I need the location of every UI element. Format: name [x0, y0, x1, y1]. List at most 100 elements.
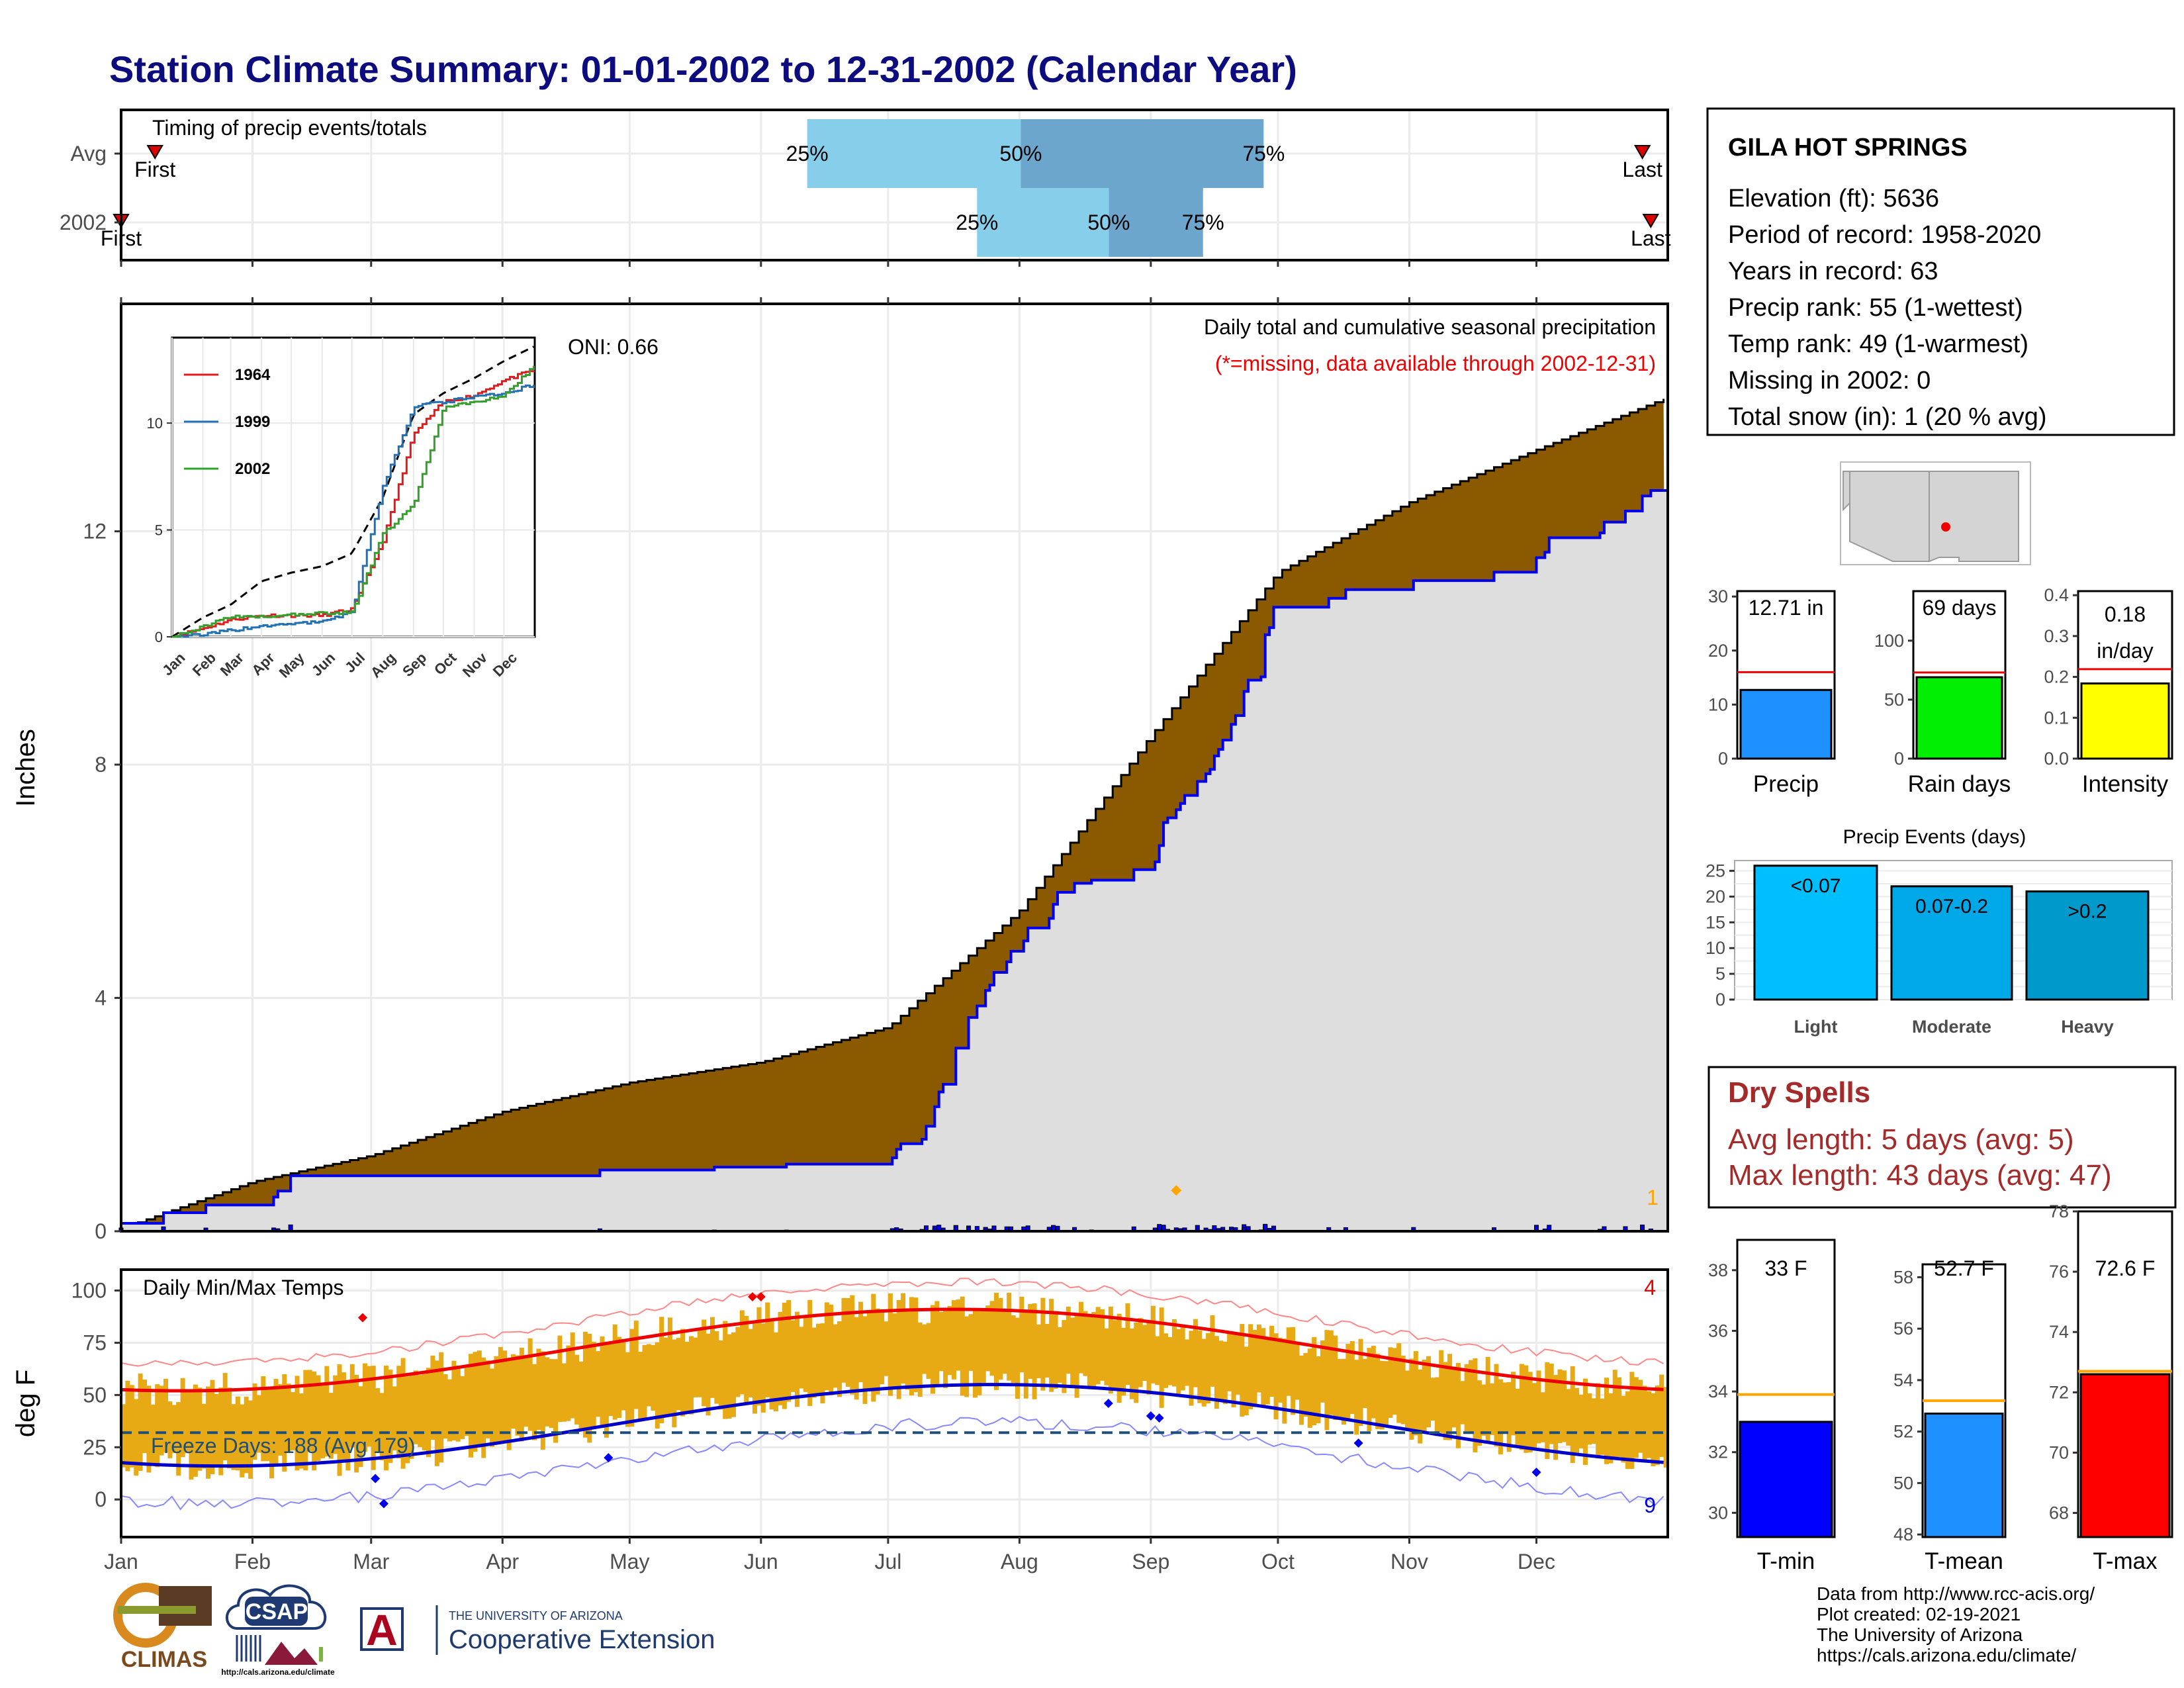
daily-temp-bar — [1231, 1332, 1236, 1408]
daily-temp-bar — [625, 1352, 630, 1427]
temp-summary-y-tick: 68 — [2049, 1503, 2069, 1523]
daily-temp-bar — [240, 1404, 245, 1477]
avg-max-temp-line — [120, 1307, 1664, 1393]
footer-line: Data from http://www.rcc-acis.org/ — [1817, 1583, 2095, 1604]
record-high-marker — [748, 1292, 758, 1302]
daily-temp-bar — [956, 1299, 961, 1371]
summary-bar-rain-days: 0 50 100 69 days Rain days — [1874, 590, 2011, 797]
timing-row-label: 2002 — [60, 211, 107, 234]
timing-row-label: Avg — [70, 142, 107, 165]
oni-label: ONI: 0.66 — [568, 335, 659, 359]
daily-temp-bar — [282, 1374, 287, 1472]
daily-temp-bar — [646, 1344, 651, 1407]
daily-temp-bar — [324, 1366, 330, 1457]
inset-y-tick: 10 — [147, 415, 163, 432]
precip-events-y-tick: 25 — [1706, 861, 1725, 881]
observed-cumulative-area — [121, 490, 1668, 1231]
daily-temp-bar — [298, 1393, 304, 1469]
daily-temp-bar — [1659, 1374, 1664, 1458]
inset-y-tick: 5 — [155, 522, 163, 539]
daily-temp-bar — [833, 1324, 838, 1388]
daily-temp-bar — [1189, 1331, 1194, 1406]
daily-temp-bar — [1023, 1311, 1028, 1399]
daily-temp-bar — [523, 1356, 529, 1427]
summary-bar-value-label: 0.18 — [2105, 602, 2146, 626]
daily-temp-bar — [705, 1333, 711, 1416]
precip-event-bar-label: 0.07-0.2 — [1915, 896, 1988, 917]
daily-temp-bar — [1138, 1317, 1143, 1387]
daily-temp-bar — [341, 1372, 346, 1463]
daily-temp-bar — [1430, 1378, 1435, 1421]
daily-temp-bar — [1222, 1341, 1228, 1405]
inset-legend-label: 1999 — [235, 413, 270, 431]
temp-summary-y-tick: 36 — [1708, 1321, 1728, 1340]
daily-temp-bar — [578, 1361, 584, 1431]
daily-temp-bar — [404, 1376, 410, 1464]
daily-temp-bar — [388, 1370, 393, 1463]
temp-summary-y-tick: 34 — [1708, 1382, 1728, 1401]
daily-temp-bar — [1392, 1348, 1397, 1415]
daily-temp-bar — [1210, 1315, 1215, 1387]
record-low-marker — [1154, 1413, 1164, 1423]
page-title: Station Climate Summary: 01-01-2002 to 1… — [109, 48, 1297, 90]
daily-temp-bar — [150, 1404, 156, 1466]
daily-temp-bar — [1028, 1303, 1033, 1379]
daily-temp-bar — [277, 1383, 283, 1456]
temp-summary-label: T-mean — [1925, 1548, 2003, 1574]
daily-temp-bar — [286, 1383, 291, 1452]
daily-temp-bar — [642, 1344, 647, 1419]
daily-temp-bar — [185, 1390, 190, 1454]
daily-temp-bar — [1490, 1383, 1495, 1435]
daily-temp-bar — [460, 1376, 465, 1440]
daily-temp-bar — [1197, 1330, 1203, 1403]
daily-temp-bar — [1201, 1338, 1206, 1407]
daily-temp-bar — [1058, 1327, 1063, 1383]
daily-temp-bar — [1265, 1338, 1270, 1405]
station-info-line: Precip rank: 55 (1-wettest) — [1728, 294, 2023, 322]
daily-temp-bar — [214, 1393, 219, 1466]
daily-temp-bar — [884, 1321, 889, 1376]
daily-temp-bar — [1388, 1347, 1393, 1418]
daily-temp-bar — [1477, 1380, 1482, 1446]
daily-temp-bar — [1655, 1385, 1660, 1466]
daily-temp-bar — [714, 1331, 719, 1404]
daily-temp-bar — [549, 1359, 554, 1429]
daily-temp-bar — [1413, 1351, 1418, 1436]
station-info-line: Period of record: 1958-2020 — [1728, 221, 2041, 249]
daily-temp-bar — [506, 1358, 512, 1450]
daily-temp-bar — [557, 1335, 563, 1423]
daily-temp-bar — [1621, 1395, 1626, 1463]
daily-temp-bar — [392, 1386, 397, 1451]
daily-temp-bar — [1104, 1328, 1109, 1385]
daily-temp-bar — [1235, 1334, 1240, 1395]
daily-temp-bar — [469, 1354, 474, 1458]
daily-temp-bar — [1167, 1337, 1173, 1385]
daily-temp-bar — [1036, 1324, 1041, 1378]
daily-temp-bar — [502, 1350, 508, 1442]
daily-temp-bar — [1053, 1311, 1058, 1389]
daily-temp-bar — [621, 1339, 626, 1411]
daily-temp-bar — [1333, 1335, 1338, 1421]
daily-temp-bar — [265, 1389, 270, 1462]
temp-y-tick: 0 — [95, 1487, 107, 1511]
precip-panel: Daily total and cumulative seasonal prec… — [118, 304, 1668, 1233]
avg-min-temp-line — [120, 1383, 1664, 1468]
ua-logo-block — [360, 1607, 404, 1651]
station-info-box: GILA HOT SPRINGS Elevation (ft): 5636 Peri… — [1706, 107, 2175, 436]
station-info-frame — [1706, 107, 2175, 436]
temp-summary-y-tick: 74 — [2049, 1322, 2069, 1342]
temp-summary-y-tick: 32 — [1708, 1442, 1728, 1462]
daily-temp-bar — [604, 1342, 609, 1438]
daily-temp-bar — [676, 1338, 681, 1411]
csap-cactus — [319, 1647, 323, 1662]
temp-summary-bar — [1739, 1421, 1833, 1538]
daily-temp-bar — [938, 1311, 944, 1372]
daily-temp-bar — [434, 1360, 439, 1466]
daily-temp-bar — [197, 1387, 203, 1471]
month-tick-label: Feb — [234, 1550, 271, 1573]
temp-summary-y-tick: 76 — [2049, 1262, 2069, 1282]
daily-temp-bar — [774, 1332, 779, 1412]
temp-y-tick: 100 — [71, 1279, 107, 1303]
daily-temp-bar — [1269, 1325, 1275, 1397]
daily-temp-bar — [1596, 1383, 1601, 1459]
